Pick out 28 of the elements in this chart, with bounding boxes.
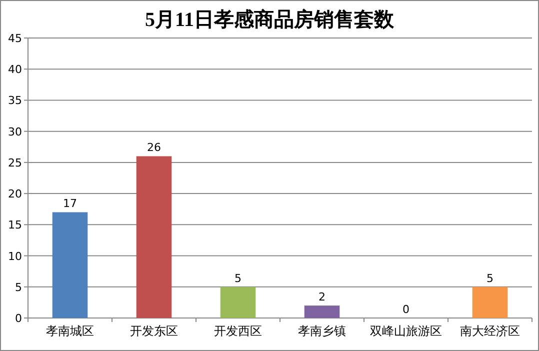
y-tick-label: 45 — [8, 32, 22, 45]
x-tick-label: 孝南乡镇 — [298, 324, 346, 338]
data-label: 2 — [318, 290, 326, 304]
x-tick-label: 孝南城区 — [46, 324, 94, 338]
bar — [304, 306, 340, 318]
y-tick-label: 20 — [8, 188, 22, 201]
bar — [472, 286, 508, 318]
y-tick-label: 10 — [8, 250, 22, 263]
bar — [52, 212, 88, 318]
y-tick-label: 30 — [8, 125, 22, 138]
x-tick-label: 双峰山旅游区 — [370, 324, 442, 338]
y-tick-label: 5 — [15, 280, 22, 294]
data-label: 0 — [402, 303, 410, 316]
chart-title: 5月11日孝感商品房销售套数 — [145, 8, 395, 31]
x-tick-label: 南大经济区 — [460, 324, 520, 338]
x-tick-label: 开发西区 — [214, 324, 262, 338]
y-tick-label: 0 — [15, 312, 22, 325]
bar — [136, 156, 172, 318]
data-label: 17 — [63, 197, 77, 210]
y-tick-label: 25 — [8, 156, 22, 170]
y-tick-label: 35 — [8, 94, 22, 108]
data-label: 5 — [234, 272, 242, 285]
x-tick-label: 开发东区 — [130, 324, 178, 338]
y-tick-label: 15 — [8, 218, 22, 232]
data-label: 26 — [147, 141, 161, 154]
bar — [220, 286, 256, 318]
data-label: 5 — [486, 272, 494, 285]
y-tick-label: 40 — [8, 63, 22, 76]
